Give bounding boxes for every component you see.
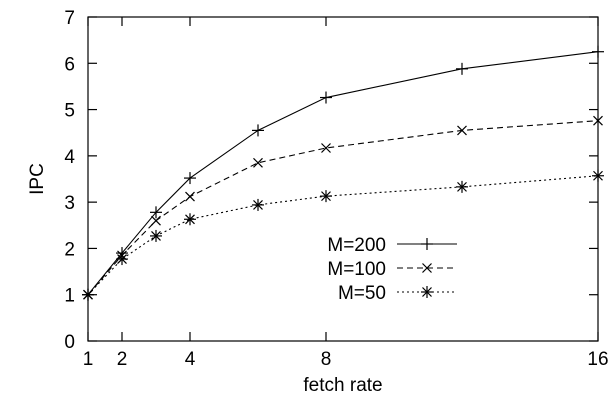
data-point — [252, 124, 264, 137]
y-axis-label: IPC — [27, 163, 48, 195]
legend-marker — [421, 238, 433, 250]
data-point — [150, 229, 162, 242]
x-tick-label: 8 — [321, 349, 332, 370]
data-point — [150, 206, 162, 219]
data-point — [321, 143, 331, 153]
legend-marker — [422, 263, 432, 273]
y-tick-label: 3 — [64, 193, 75, 214]
x-tick-label: 16 — [587, 349, 608, 370]
series-layer — [82, 45, 604, 301]
y-tick-label: 2 — [64, 239, 75, 260]
series-m-50 — [82, 169, 604, 301]
legend: M=200 M=100 M=50 — [327, 235, 457, 304]
legend-label: M=200 — [327, 235, 386, 256]
data-point — [592, 45, 604, 58]
x-axis-ticks: 1 2 4 8 16 — [83, 17, 609, 370]
legend-marker — [421, 286, 433, 298]
data-point — [320, 190, 332, 203]
y-tick-label: 5 — [64, 101, 75, 122]
x-tick-label: 1 — [83, 349, 94, 370]
y-tick-label: 1 — [64, 286, 75, 307]
y-axis-ticks: 0 1 2 3 4 5 6 7 — [64, 8, 598, 353]
data-point — [320, 91, 332, 104]
data-point — [456, 180, 468, 193]
y-tick-label: 0 — [64, 332, 75, 353]
legend-item: M=200 — [327, 235, 457, 256]
series-line — [87, 120, 599, 296]
x-tick-label: 4 — [185, 349, 196, 370]
legend-item: M=50 — [338, 283, 457, 304]
x-axis-label: fetch rate — [303, 375, 382, 396]
data-point — [593, 115, 603, 126]
data-point — [116, 253, 128, 266]
data-point — [151, 215, 161, 226]
y-tick-label: 4 — [64, 147, 75, 168]
legend-label: M=50 — [338, 283, 386, 304]
data-point — [457, 125, 467, 136]
data-point — [184, 172, 196, 185]
data-point — [592, 169, 604, 182]
y-tick-label: 7 — [64, 8, 75, 29]
data-point — [253, 157, 263, 168]
legend-label: M=100 — [327, 259, 386, 280]
data-point — [82, 288, 94, 301]
x-tick-label: 2 — [117, 349, 128, 370]
series-line — [87, 175, 599, 296]
data-point — [252, 198, 264, 211]
data-point — [184, 213, 196, 226]
data-point — [185, 191, 195, 202]
y-tick-label: 6 — [64, 54, 75, 75]
data-point — [456, 62, 468, 75]
legend-item: M=100 — [327, 259, 457, 280]
series-line — [87, 51, 599, 296]
